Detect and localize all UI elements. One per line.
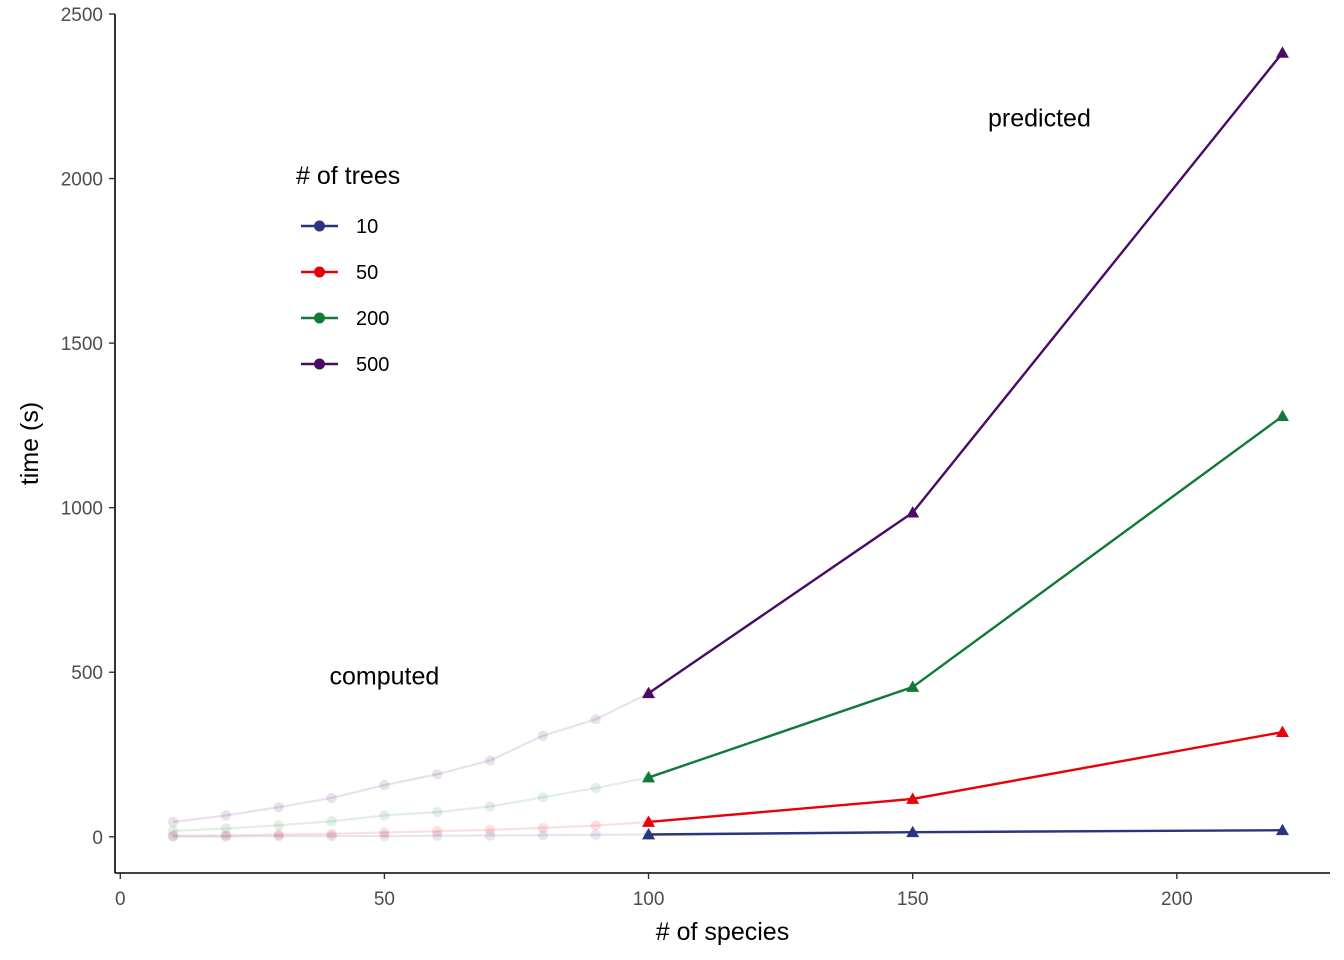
series-200-computed-point [379,810,390,821]
series-200-computed-point [537,792,549,803]
legend-label: 200 [356,308,389,330]
series-500-computed-point [484,755,496,766]
x-tick-label: 50 [374,889,395,910]
annotation-computed: computed [330,663,440,691]
series-500-computed-point [379,779,390,791]
series-500-computed-point [273,801,284,813]
series-200-predicted-point [906,680,920,692]
annotations: predicted computed [330,105,1091,691]
x-tick-label: 100 [633,889,665,910]
series-10-predicted-line [648,829,1283,836]
series-200-computed-point [220,823,232,834]
legend-entry-10: 10 [301,216,378,238]
series-50-predicted-point [642,815,656,827]
series-50-computed-point [432,826,443,837]
series-500-predicted-point [906,506,920,518]
series-50-computed-point [590,820,601,831]
series-500-predicted-point [1275,46,1289,58]
y-tick-label: 1000 [61,499,103,520]
series-200-computed-point [484,801,496,812]
series-500 [167,46,1289,828]
legend-label: 10 [356,216,378,238]
legend-key-point [314,312,325,324]
series-10-computed-point [167,831,179,842]
series-50-computed-point [379,827,390,838]
legend: # of trees 10 50 200 500 [296,162,400,376]
series-50-computed-point [220,830,232,841]
y-tick-label: 0 [92,828,103,849]
series-10-computed-point [432,830,443,842]
plot-area [167,46,1289,842]
series-10 [167,823,1289,842]
series-500-computed-point [167,816,179,828]
series-10-predicted-point [1275,823,1289,836]
series-200-computed-point [590,782,601,794]
legend-key-point [314,266,325,278]
series-500-computed-point [537,730,549,741]
series-200 [167,409,1289,837]
series-50-computed-point [273,829,284,840]
series-200-computed-point [326,816,337,827]
series-500-predicted-point [642,686,656,699]
series-10-computed-point [273,830,284,842]
legend-entry-200: 200 [301,308,389,330]
legend-entries: 10 50 200 500 [301,216,389,376]
series-500-computed-point [590,714,601,725]
x-tick-label: 200 [1161,889,1193,910]
series-10-computed-point [326,830,337,842]
series-50-computed-point [167,830,179,842]
series-200-computed-point [167,825,179,837]
series-500-computed-line [172,692,650,824]
series-10-computed-point [379,830,390,842]
series-50-computed-point [537,822,549,834]
series-50-computed-point [326,828,337,840]
series-500-computed-point [432,769,443,780]
annotation-predicted: predicted [988,105,1091,133]
series-10-computed-point [590,829,601,841]
series-50-predicted-point [906,792,920,804]
x-axis-ticks: 0 50 100 150 200 [115,873,1193,910]
series-200-computed-point [273,820,284,831]
series-200-computed-point [432,806,443,818]
legend-label: 500 [356,354,389,376]
series-500-computed-point [326,792,337,804]
series-200-computed-line [173,776,649,832]
y-tick-label: 1500 [61,334,103,355]
legend-title: # of trees [296,162,400,190]
series-50-predicted-point [1275,725,1289,738]
y-axis-ticks: 0 500 1000 1500 2000 2500 [61,5,115,849]
y-tick-label: 500 [71,663,103,684]
series-10-computed-point [537,829,549,841]
series-50-computed-point [484,824,496,836]
legend-entry-500: 500 [301,354,389,376]
axes: 0 50 100 150 200 0 500 1000 1500 2000 2500 # of s… [16,5,1330,946]
legend-entry-50: 50 [301,262,378,284]
series-10-computed-line [173,833,649,838]
legend-key-point [314,358,325,370]
x-axis-title: # of species [656,918,789,946]
legend-key-point [314,220,325,232]
y-axis-title: time (s) [16,402,44,485]
series-50-computed-line [173,820,649,837]
series-10-predicted-point [906,825,920,838]
legend-label: 50 [356,262,378,284]
series-10-computed-point [220,831,232,842]
x-tick-label: 0 [115,889,126,910]
series-50 [167,725,1289,842]
series-200-predicted-point [642,771,656,783]
x-tick-label: 150 [897,889,929,910]
y-tick-label: 2500 [61,5,103,26]
series-10-predicted-point [642,827,656,840]
series-10-computed-point [484,830,496,841]
series-500-predicted-line [647,52,1284,695]
series-200-predicted-point [1275,409,1289,422]
series-200-predicted-line [648,415,1284,779]
y-tick-label: 2000 [61,170,103,191]
series-500-computed-point [220,810,232,821]
